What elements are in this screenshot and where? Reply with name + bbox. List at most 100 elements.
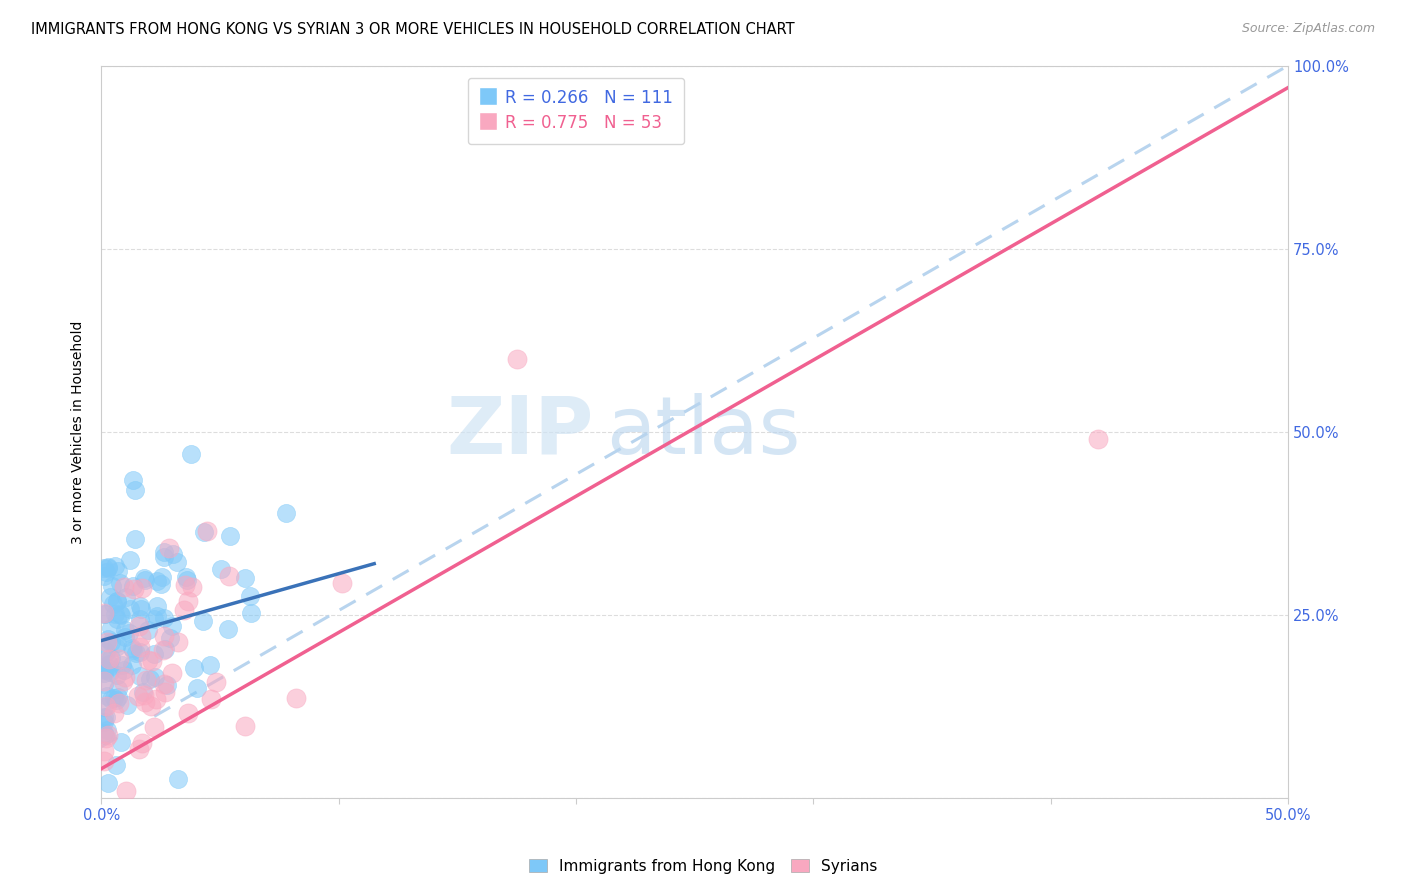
Point: [93, 662, 115, 676]
Point: [94, 710, 117, 724]
Point: [159, 631, 181, 645]
Point: [134, 571, 156, 585]
Point: [200, 692, 222, 706]
Point: [132, 685, 155, 699]
Text: atlas: atlas: [606, 392, 800, 471]
Point: [239, 589, 262, 603]
Point: [112, 663, 135, 677]
Point: [153, 642, 176, 657]
Point: [205, 675, 228, 690]
Point: [209, 562, 232, 576]
Point: [124, 532, 146, 546]
Point: [284, 691, 307, 706]
Point: [110, 735, 132, 749]
Point: [96, 723, 118, 737]
Point: [121, 579, 143, 593]
Point: [139, 672, 162, 686]
Point: [128, 741, 150, 756]
Point: [131, 581, 153, 595]
Point: [174, 570, 197, 584]
Point: [195, 524, 218, 538]
Point: [103, 597, 125, 611]
Point: [115, 698, 138, 712]
Point: [142, 612, 165, 626]
Point: [150, 570, 173, 584]
Point: [94, 698, 117, 713]
Point: [114, 630, 136, 644]
Point: [104, 693, 127, 707]
Point: [114, 580, 136, 594]
Point: [100, 691, 122, 706]
Point: [93, 606, 115, 620]
Point: [156, 678, 179, 692]
Point: [93, 710, 115, 724]
Point: [111, 657, 134, 672]
Point: [153, 550, 176, 565]
Point: [98, 665, 121, 679]
Point: [121, 658, 143, 673]
Point: [146, 599, 169, 613]
Point: [160, 619, 183, 633]
Point: [94, 645, 117, 659]
Point: [157, 541, 180, 555]
Point: [129, 629, 152, 643]
Point: [153, 611, 176, 625]
Point: [330, 575, 353, 590]
Point: [125, 646, 148, 660]
Point: [114, 783, 136, 797]
Point: [134, 695, 156, 709]
Point: [103, 691, 125, 706]
Point: [107, 690, 129, 705]
Point: [183, 661, 205, 675]
Point: [142, 647, 165, 661]
Point: [121, 641, 143, 656]
Point: [129, 599, 152, 613]
Point: [100, 635, 122, 649]
Point: [152, 643, 174, 657]
Point: [276, 506, 298, 520]
Point: [177, 594, 200, 608]
Point: [198, 657, 221, 672]
Point: [166, 556, 188, 570]
Point: [128, 669, 150, 683]
Legend: Immigrants from Hong Kong, Syrians: Immigrants from Hong Kong, Syrians: [523, 853, 883, 880]
Text: IMMIGRANTS FROM HONG KONG VS SYRIAN 3 OR MORE VEHICLES IN HOUSEHOLD CORRELATION : IMMIGRANTS FROM HONG KONG VS SYRIAN 3 OR…: [31, 22, 794, 37]
Point: [105, 594, 128, 608]
Point: [129, 601, 152, 615]
Y-axis label: 3 or more Vehicles in Household: 3 or more Vehicles in Household: [72, 320, 86, 543]
Point: [136, 653, 159, 667]
Point: [217, 622, 239, 636]
Point: [96, 731, 118, 746]
Point: [97, 776, 120, 790]
Point: [103, 706, 125, 720]
Point: [136, 623, 159, 637]
Point: [122, 642, 145, 657]
Point: [193, 524, 215, 539]
Point: [122, 582, 145, 597]
Point: [93, 674, 115, 689]
Point: [127, 689, 149, 703]
Point: [93, 607, 115, 622]
Point: [146, 574, 169, 589]
Point: [96, 565, 118, 579]
Point: [132, 688, 155, 702]
Point: [93, 714, 115, 729]
Point: [93, 754, 115, 768]
Point: [143, 720, 166, 734]
Point: [93, 677, 115, 691]
Text: ZIP: ZIP: [447, 392, 593, 471]
Point: [191, 614, 214, 628]
Point: [107, 564, 129, 578]
Point: [93, 700, 115, 714]
Point: [111, 674, 134, 689]
Point: [97, 560, 120, 574]
Point: [98, 657, 121, 671]
Point: [98, 590, 121, 604]
Point: [128, 640, 150, 654]
Point: [233, 571, 256, 585]
Point: [104, 607, 127, 621]
Point: [1087, 432, 1109, 446]
Point: [121, 473, 143, 487]
Point: [96, 635, 118, 649]
Point: [93, 561, 115, 575]
